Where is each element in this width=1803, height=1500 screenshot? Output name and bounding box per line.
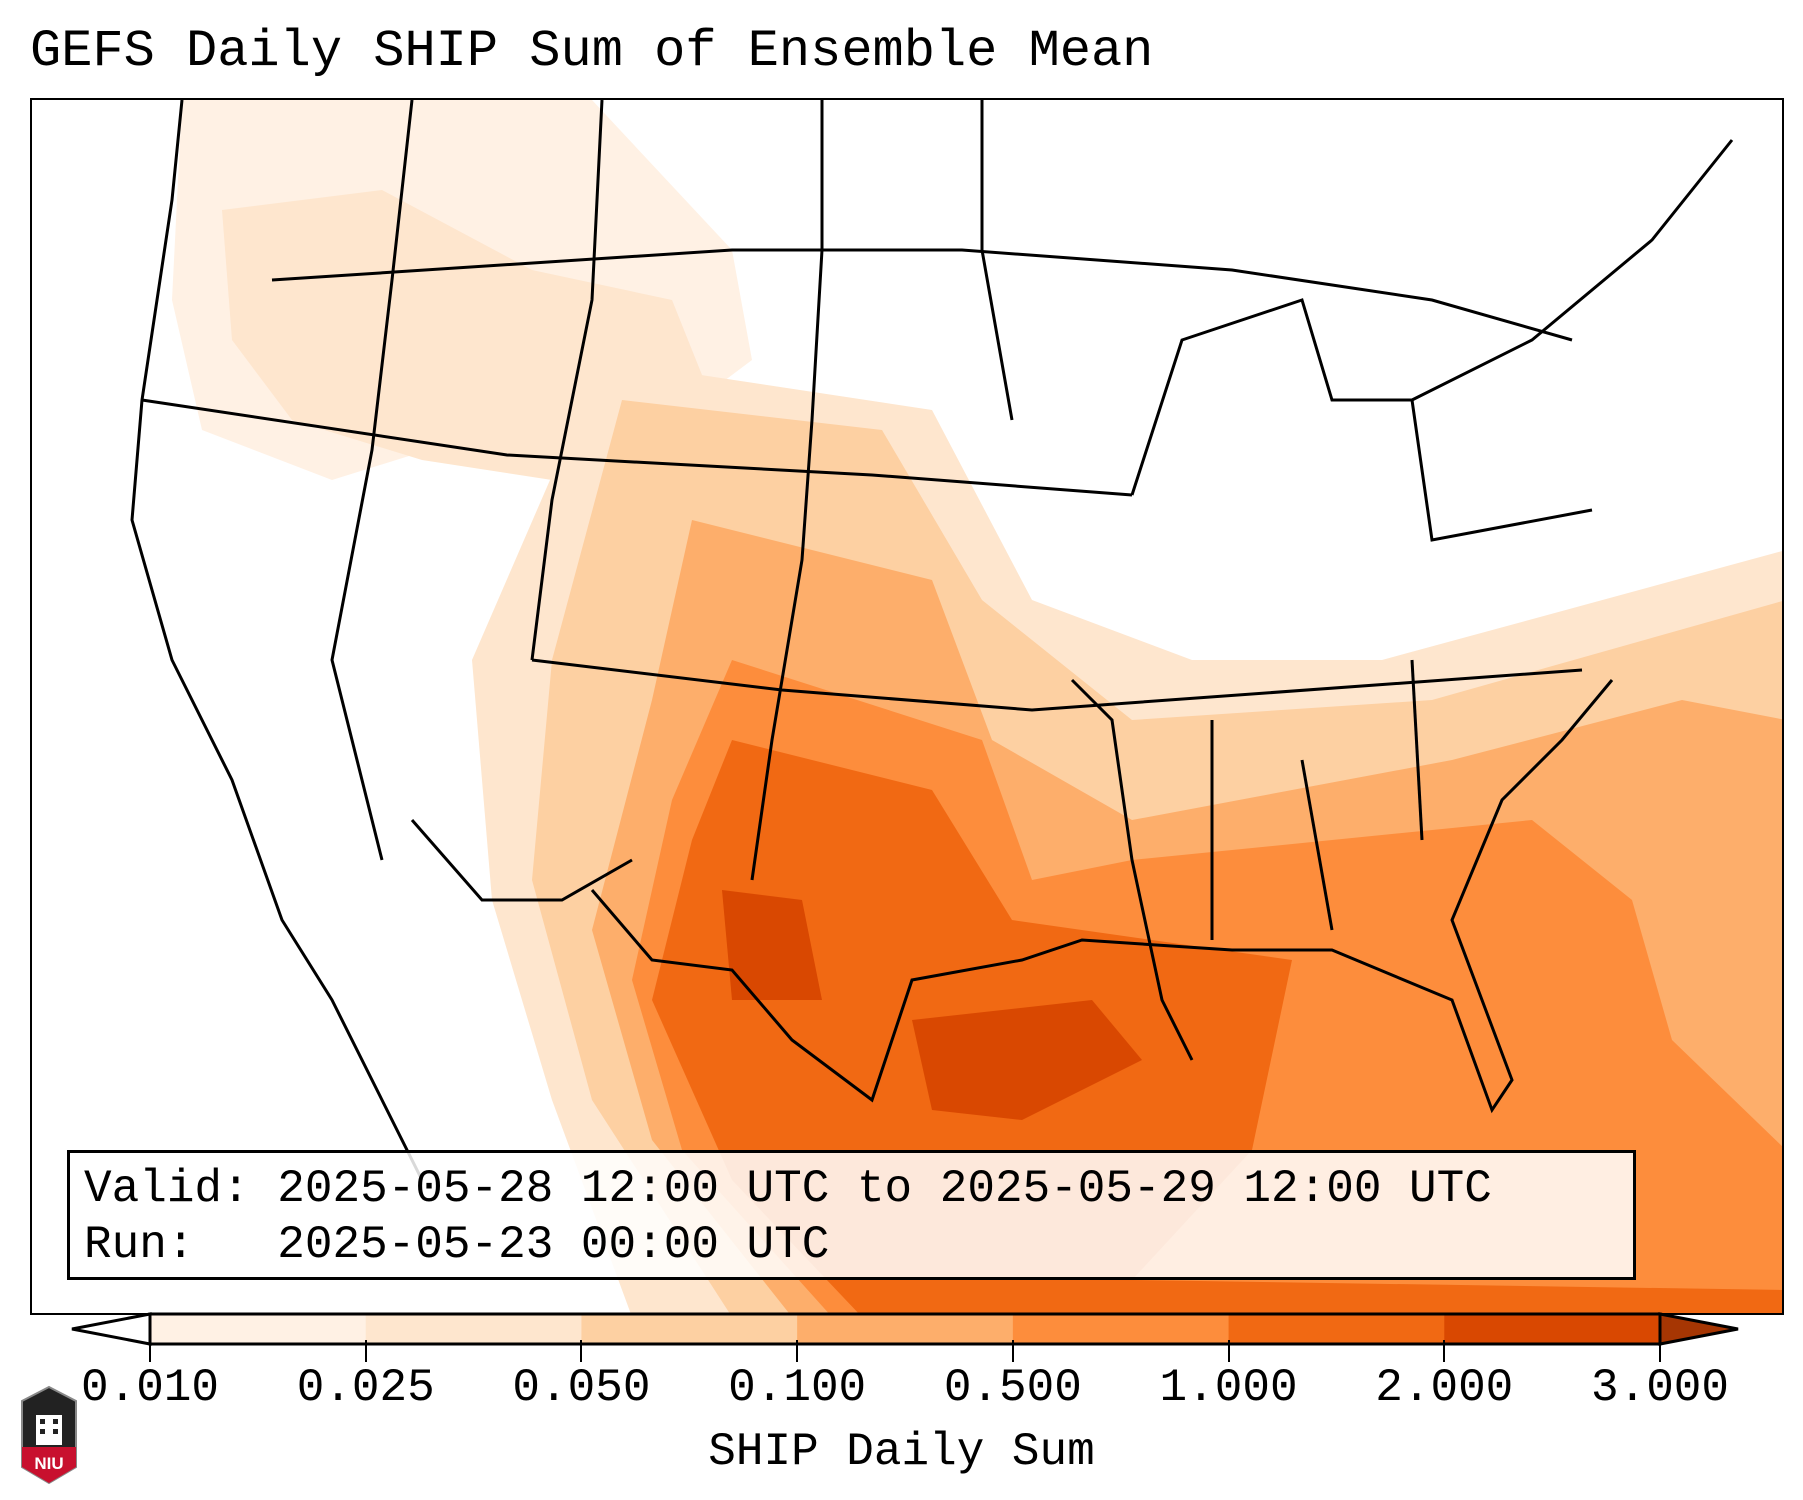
colorbar-under-extension — [71, 1312, 152, 1346]
colorbar-over-extension — [1658, 1312, 1739, 1346]
colorbar-tick-label: 3.000 — [1590, 1362, 1730, 1414]
ship-field-map — [130, 100, 1782, 1313]
shading — [172, 100, 1782, 1313]
map-title: GEFS Daily SHIP Sum of Ensemble Mean — [30, 22, 1154, 81]
map-panel — [30, 98, 1784, 1315]
colorbar-tick-label: 2.000 — [1375, 1362, 1514, 1414]
colorbar-tick-label: 0.500 — [943, 1362, 1082, 1414]
colorbar-tick-label: 0.050 — [512, 1362, 651, 1414]
colorbar-bin — [150, 1314, 367, 1344]
run-value: 2025-05-23 00:00 UTC — [277, 1219, 830, 1271]
colorbar-tick — [580, 1340, 583, 1362]
valid-value: 2025-05-28 12:00 UTC to 2025-05-29 12:00… — [277, 1163, 1492, 1215]
colorbar-tick — [149, 1340, 151, 1362]
colorbar-tick — [1011, 1340, 1014, 1362]
colorbar-tick — [1443, 1340, 1446, 1362]
colorbar-bin — [1444, 1314, 1661, 1344]
colorbar-tick — [1659, 1340, 1661, 1362]
valid-run-box: Valid: 2025-05-28 12:00 UTC to 2025-05-2… — [67, 1150, 1636, 1280]
colorbar-label: SHIP Daily Sum — [708, 1426, 1095, 1478]
colorbar-bin — [581, 1314, 798, 1344]
niu-logo: NIU — [21, 1385, 77, 1485]
colorbar-bin — [1012, 1314, 1230, 1344]
boundaries — [130, 100, 1734, 1181]
colorbar-outline — [148, 1312, 1662, 1346]
colorbar-tick — [1227, 1340, 1230, 1362]
svg-text:NIU: NIU — [34, 1454, 63, 1473]
colorbar — [71, 1312, 1739, 1346]
colorbar-tick-label: 0.025 — [296, 1362, 435, 1414]
colorbar-bin — [1228, 1314, 1445, 1344]
colorbar-bin — [797, 1314, 1014, 1344]
colorbar-tick-label: 1.000 — [1159, 1362, 1298, 1414]
run-label: Run: — [84, 1219, 195, 1271]
colorbar-tick — [796, 1340, 799, 1362]
colorbar-tick — [364, 1340, 367, 1362]
valid-label: Valid: — [84, 1163, 250, 1215]
colorbar-tick-label: 0.010 — [80, 1362, 220, 1414]
colorbar-tick-label: 0.100 — [728, 1362, 867, 1414]
colorbar-bin — [365, 1314, 582, 1344]
